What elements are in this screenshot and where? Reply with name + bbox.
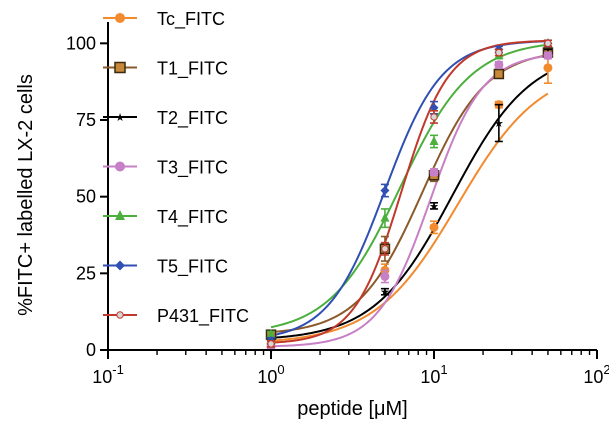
data-point-t4-fitc — [380, 212, 390, 222]
data-point-tc-fitc — [429, 222, 439, 232]
legend-item-t2-fitc: ★ T2_FITC — [103, 108, 228, 129]
data-point-p431-fitc — [544, 39, 552, 48]
data-point-t1-fitc — [493, 68, 505, 80]
legend-marker-t3-fitc — [115, 161, 125, 172]
legend-item-t3-fitc: T3_FITC — [103, 158, 228, 179]
legend: Tc_FITC T1_FITC ★ T2_FITC T3_FITC T4_FITC T5_F… — [103, 9, 249, 327]
data-point-t3-fitc — [429, 167, 439, 177]
x-tick-label: 101 — [420, 362, 447, 387]
legend-marker-t1-fitc — [114, 61, 126, 74]
data-point-t2-fitc: ★ — [494, 118, 504, 130]
data-point-t2-fitc: ★ — [380, 287, 390, 299]
x-tick-label: 10-1 — [92, 362, 124, 387]
data-point-t3-fitc — [494, 60, 504, 70]
fit-curve-t1-fitc — [270, 54, 549, 334]
data-point-tc-fitc — [543, 63, 553, 73]
data-point-p431-fitc — [267, 340, 275, 348]
legend-label-t5-fitc: T5_FITC — [157, 257, 228, 278]
legend-item-t4-fitc: T4_FITC — [103, 207, 228, 228]
legend-label-t4-fitc: T4_FITC — [157, 207, 228, 228]
data-point-p431-fitc — [495, 48, 503, 57]
legend-item-p431-fitc: P431_FITC — [103, 306, 249, 327]
legend-marker-t2-fitc: ★ — [115, 112, 125, 124]
x-tick-label: 102 — [583, 362, 609, 387]
data-point-t5-fitc — [380, 186, 390, 196]
fit-curve-t3-fitc — [270, 54, 549, 348]
data-point-t3-fitc — [380, 271, 390, 281]
legend-label-t2-fitc: T2_FITC — [157, 108, 228, 129]
axes: 0 25 50 75 100 10-1 100 101 102 — [66, 22, 609, 387]
legend-marker-tc-fitc — [115, 13, 125, 23]
y-tick-label: 50 — [76, 187, 96, 207]
legend-marker-t5-fitc — [115, 260, 125, 271]
data-point-t4-fitc — [429, 135, 439, 145]
data-point-t2-fitc: ★ — [429, 201, 439, 213]
legend-item-t5-fitc: T5_FITC — [103, 257, 228, 278]
legend-marker-t4-fitc — [115, 210, 125, 220]
legend-label-t1-fitc: T1_FITC — [157, 59, 228, 80]
data-point-p431-fitc — [381, 245, 389, 253]
legend-label-p431-fitc: P431_FITC — [157, 306, 249, 327]
legend-marker-p431-fitc — [116, 311, 124, 319]
x-tick-label: 100 — [257, 362, 284, 387]
fit-curve-t2-fitc — [270, 72, 549, 339]
y-tick-label: 100 — [66, 33, 96, 53]
y-tick-label: 0 — [86, 340, 96, 360]
fit-curve-t4-fitc — [270, 43, 549, 329]
legend-label-tc-fitc: Tc_FITC — [157, 9, 225, 30]
data-point-p431-fitc — [430, 113, 438, 121]
y-tick-label: 75 — [76, 110, 96, 130]
x-axis-title: peptide [μM] — [297, 398, 407, 420]
data-point-t3-fitc — [543, 51, 553, 61]
legend-label-t3-fitc: T3_FITC — [157, 158, 228, 179]
fit-curve-p431-fitc — [270, 39, 548, 344]
y-tick-label: 25 — [76, 263, 96, 283]
data-points: ★★★★★ — [265, 37, 554, 352]
data-point-t5-fitc — [429, 103, 439, 113]
fit-curves — [270, 39, 549, 348]
legend-item-tc-fitc: Tc_FITC — [103, 9, 225, 30]
y-axis-title: %FITC+ labelled LX-2 cells — [15, 74, 37, 316]
legend-item-t1-fitc: T1_FITC — [103, 59, 228, 80]
fit-curve-t5-fitc — [270, 40, 548, 337]
data-point-t4-fitc — [266, 329, 276, 339]
